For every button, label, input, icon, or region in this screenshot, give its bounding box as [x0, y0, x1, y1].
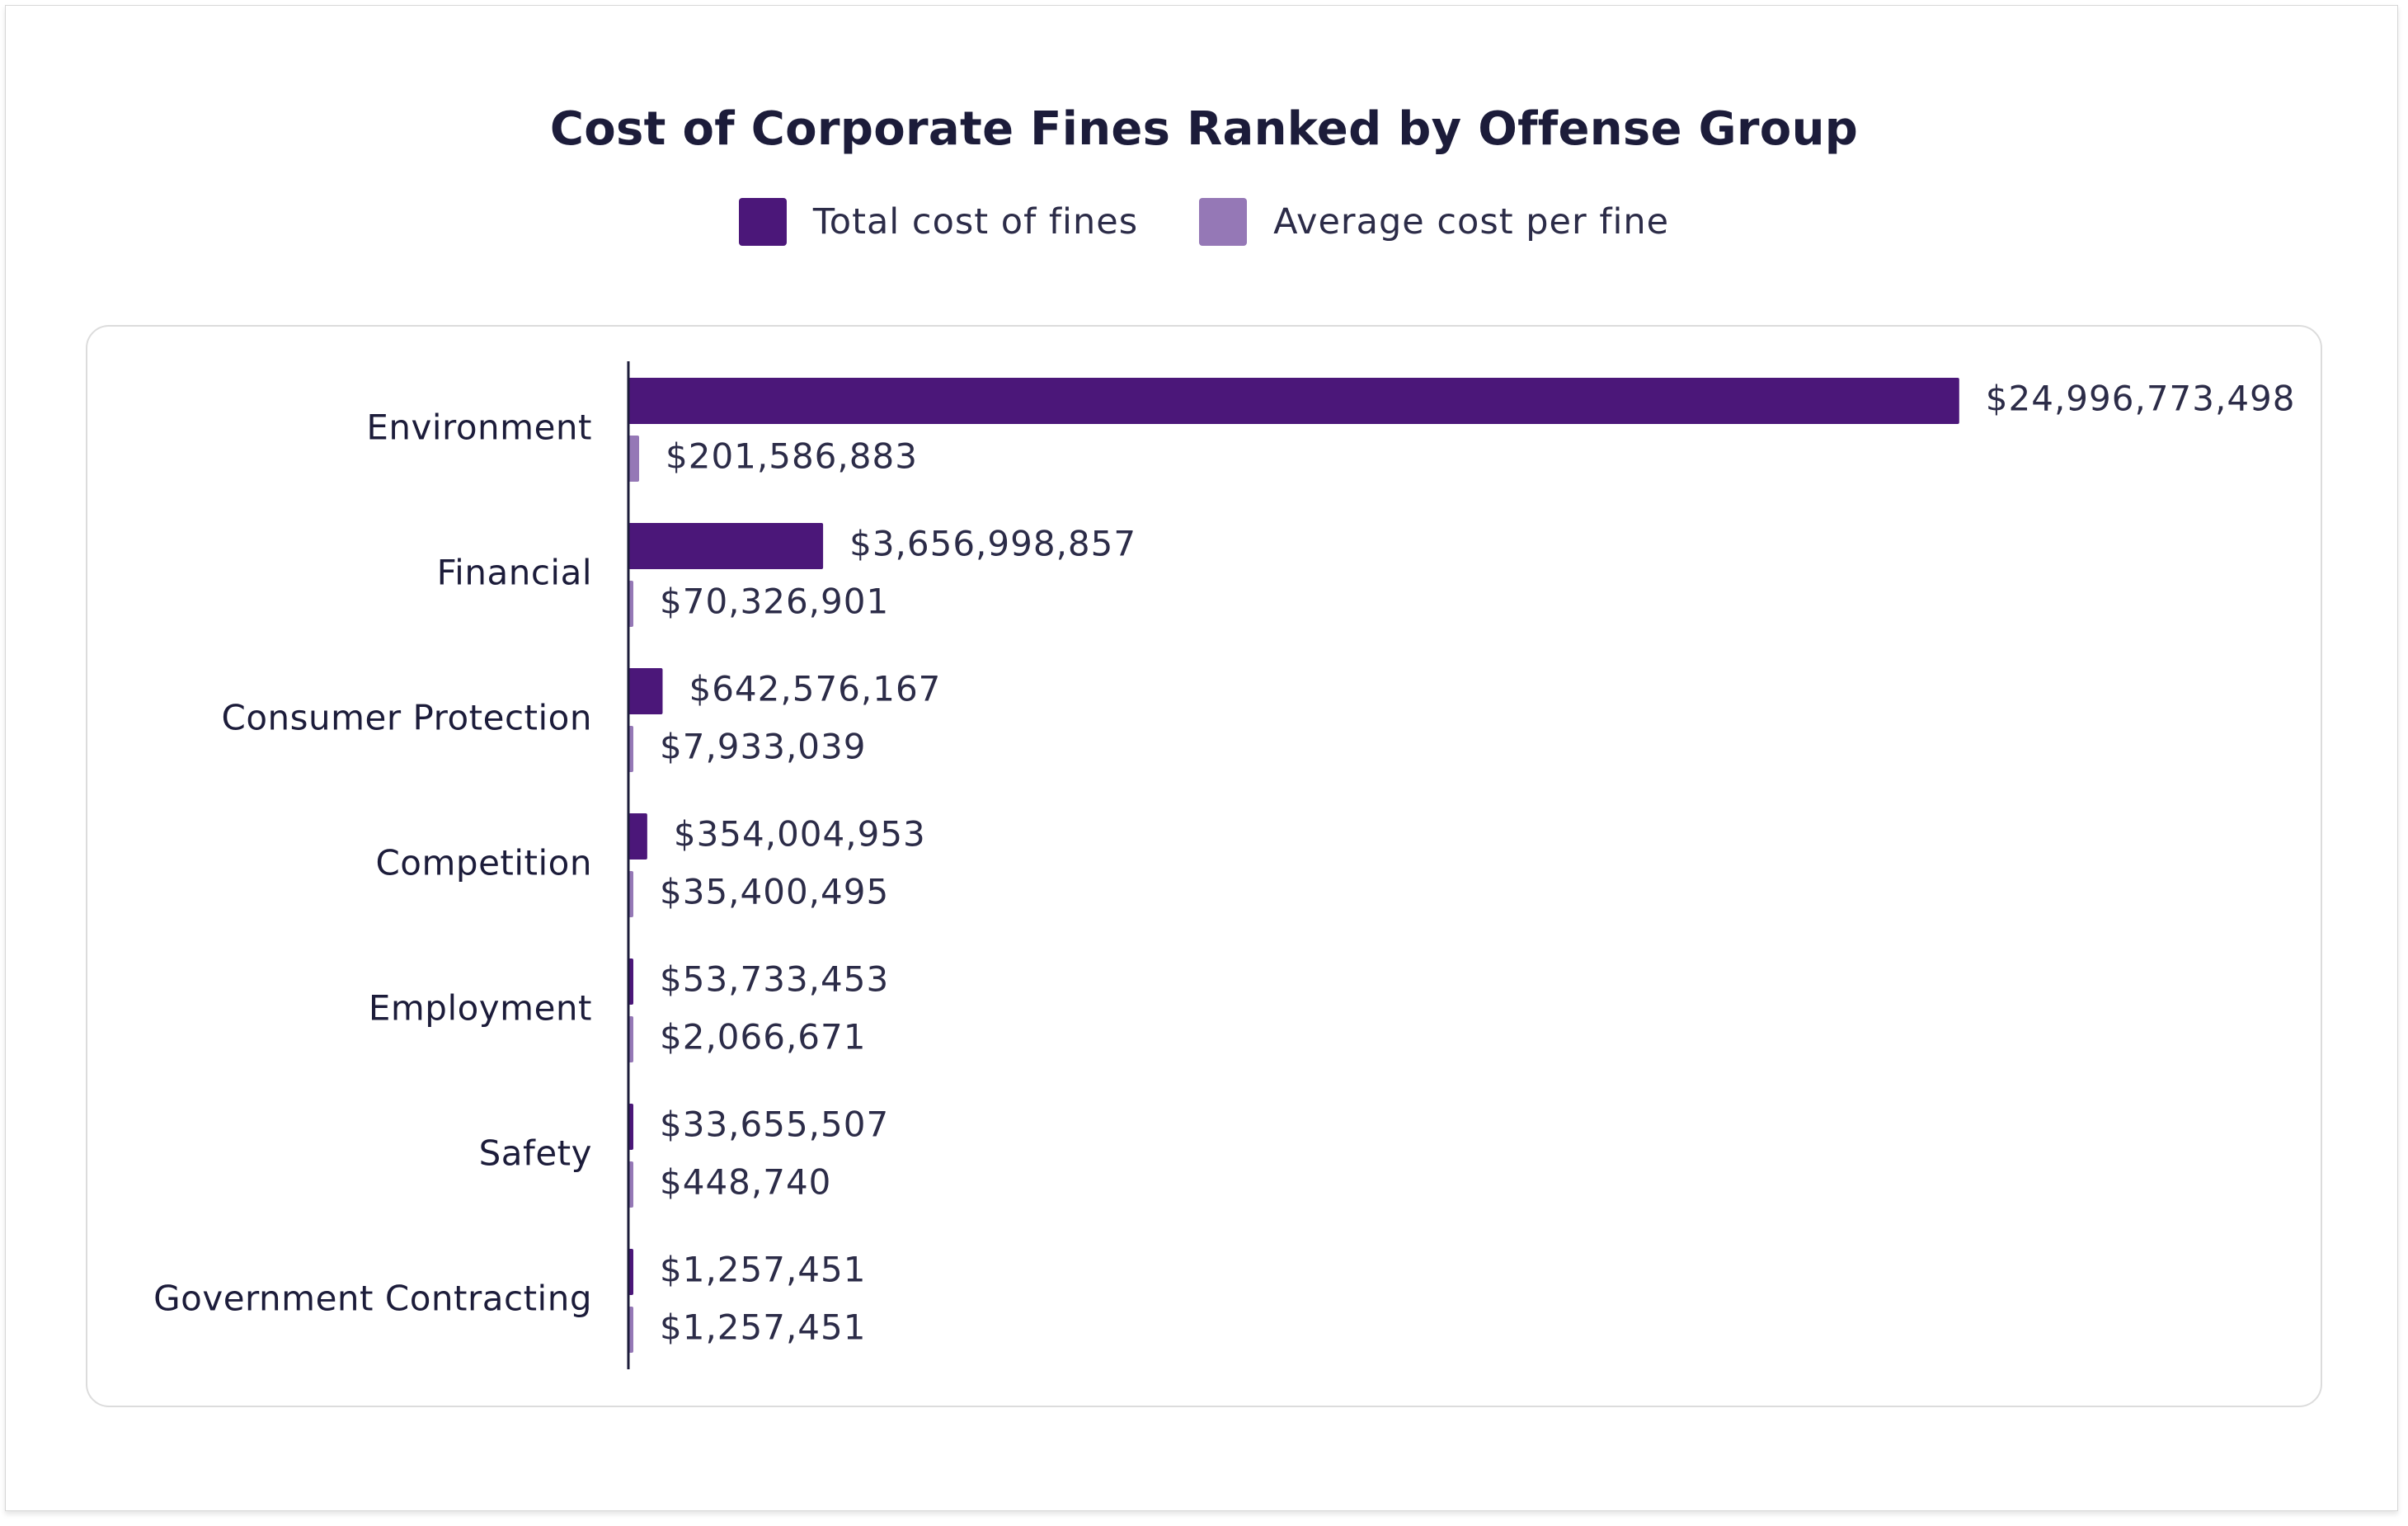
data-label-total: $642,576,167 — [689, 669, 941, 709]
category-label: Consumer Protection — [222, 698, 593, 738]
legend-item-total: Total cost of fines — [738, 198, 1139, 246]
data-label-total: $1,257,451 — [660, 1250, 866, 1290]
bar-total — [628, 668, 663, 714]
data-label-average: $1,257,451 — [660, 1307, 866, 1348]
category-label: Competition — [375, 843, 592, 883]
category-label: Environment — [366, 407, 592, 448]
data-label-average: $70,326,901 — [660, 582, 889, 622]
bar-average — [628, 436, 640, 482]
category-label: Financial — [437, 553, 592, 593]
legend-swatch-average — [1199, 198, 1248, 246]
plot-card — [86, 325, 2322, 1407]
data-label-total: $33,655,507 — [660, 1104, 889, 1145]
bar-total — [628, 523, 824, 569]
data-label-average: $448,740 — [660, 1162, 831, 1203]
legend: Total cost of fines Average cost per fin… — [0, 198, 2408, 246]
category-label: Government Contracting — [153, 1279, 592, 1319]
data-label-average: $7,933,039 — [660, 727, 866, 767]
data-label-total: $53,733,453 — [660, 959, 889, 1000]
legend-item-average: Average cost per fine — [1199, 198, 1669, 246]
data-label-total: $24,996,773,498 — [1986, 379, 2296, 419]
category-label: Safety — [479, 1133, 592, 1174]
legend-label-average: Average cost per fine — [1273, 201, 1670, 243]
legend-swatch-total — [738, 198, 787, 246]
data-label-average: $2,066,671 — [660, 1017, 866, 1057]
data-label-average: $35,400,495 — [660, 872, 889, 912]
data-label-total: $3,656,998,857 — [849, 524, 1136, 564]
bar-total — [628, 813, 647, 860]
data-label-total: $354,004,953 — [674, 814, 926, 855]
bar-total — [628, 378, 1959, 424]
category-label: Employment — [369, 988, 592, 1029]
chart-title: Cost of Corporate Fines Ranked by Offens… — [549, 102, 1859, 156]
data-label-average: $201,586,883 — [665, 436, 918, 477]
legend-label-total: Total cost of fines — [812, 201, 1139, 243]
